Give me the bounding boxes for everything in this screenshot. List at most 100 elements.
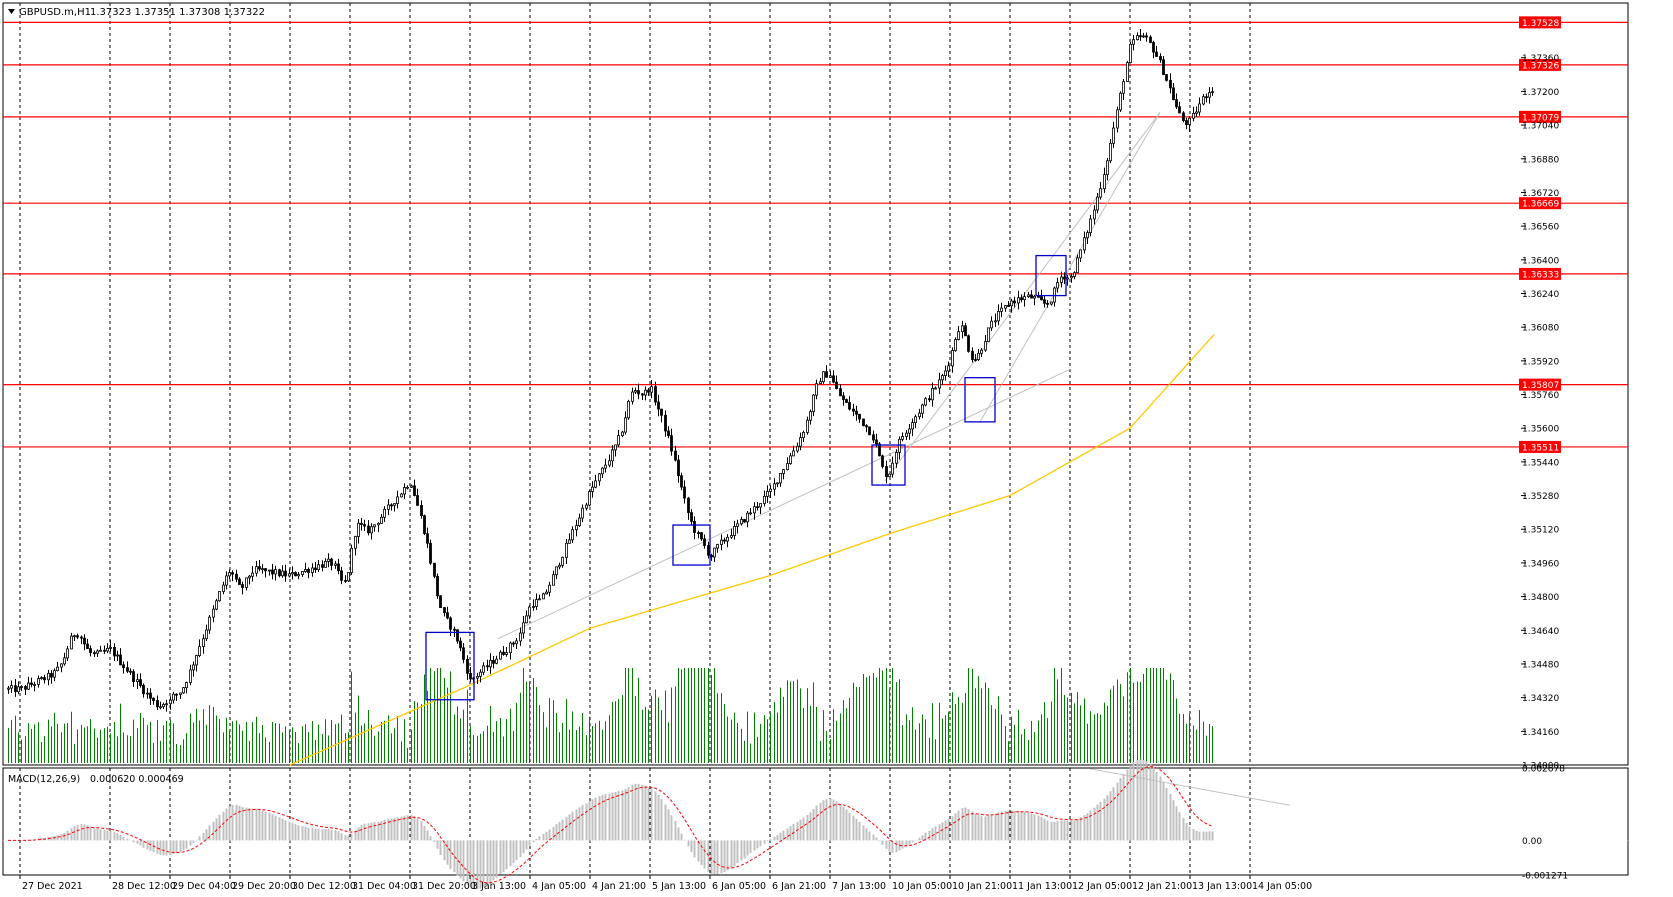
- candle-body: [17, 686, 20, 693]
- time-label: 4 Jan 05:00: [532, 881, 586, 892]
- candle-body: [370, 526, 373, 534]
- time-label: 27 Dec 2021: [22, 881, 83, 892]
- candle-body: [525, 615, 528, 624]
- candle-body: [964, 325, 967, 337]
- candle-body: [918, 412, 921, 418]
- highlight-box[interactable]: [1035, 254, 1067, 297]
- highlight-box[interactable]: [672, 524, 711, 566]
- candle-body: [27, 682, 30, 690]
- candle-body: [215, 600, 218, 610]
- trendline[interactable]: [884, 112, 1161, 482]
- highlight-box[interactable]: [964, 377, 996, 423]
- candle-body: [129, 670, 132, 673]
- highlight-boxes[interactable]: [425, 254, 1067, 701]
- candle-body: [76, 635, 79, 638]
- time-label: 7 Jan 13:00: [832, 881, 886, 892]
- level-label: 1.37528: [1522, 19, 1559, 29]
- candle-body: [951, 350, 954, 367]
- candle-body: [891, 462, 894, 475]
- time-label: 6 Jan 21:00: [772, 881, 826, 892]
- price-label: 1.34960: [1522, 559, 1559, 569]
- candle-body: [47, 672, 50, 681]
- candle-body: [363, 524, 366, 527]
- candle-body: [50, 672, 53, 678]
- candle-body: [848, 402, 851, 410]
- candle-body: [37, 678, 40, 685]
- candle-body: [535, 599, 538, 607]
- candle-body: [1185, 120, 1188, 125]
- macd-panel-frame: [2, 767, 1629, 876]
- candle-body: [231, 572, 234, 575]
- candle-body: [1020, 297, 1023, 300]
- candle-body: [1122, 81, 1125, 94]
- candle-body: [436, 575, 439, 597]
- triangle-down-icon[interactable]: [8, 9, 15, 14]
- candle-body: [1050, 301, 1053, 305]
- candle-body: [208, 616, 211, 631]
- price-label: 1.37040: [1522, 122, 1559, 132]
- candle-body: [294, 572, 297, 577]
- candle-body: [773, 483, 776, 490]
- candle-body: [212, 608, 215, 618]
- candle-body: [122, 664, 125, 669]
- candle-body: [1089, 218, 1092, 233]
- candle-body: [598, 473, 601, 482]
- candle-body: [261, 568, 264, 570]
- highlight-box[interactable]: [425, 631, 475, 701]
- candle-body: [96, 650, 99, 654]
- candle-body: [934, 387, 937, 390]
- candle-body: [60, 663, 63, 668]
- candle-body: [519, 632, 522, 642]
- candle-body: [1023, 296, 1026, 300]
- candle-body: [377, 522, 380, 526]
- candle-body: [1103, 174, 1106, 190]
- candle-body: [839, 388, 842, 397]
- trendline[interactable]: [497, 368, 1071, 640]
- candle-body: [109, 647, 112, 649]
- candle-body: [707, 545, 710, 556]
- candle-body: [446, 612, 449, 619]
- candlesticks: [7, 28, 1214, 712]
- candle-body: [617, 435, 620, 446]
- candle-body: [248, 575, 251, 579]
- candle-body: [825, 371, 828, 378]
- candle-body: [1188, 117, 1191, 125]
- candle-body: [202, 638, 205, 648]
- candle-body: [872, 434, 875, 441]
- candle-body: [245, 577, 248, 588]
- candle-body: [627, 400, 630, 419]
- candle-body: [509, 642, 512, 653]
- candle-body: [693, 520, 696, 533]
- candle-body: [495, 658, 498, 664]
- candle-body: [264, 568, 267, 572]
- candle-body: [624, 417, 627, 433]
- candle-body: [779, 473, 782, 484]
- macd-label: MACD(12,26,9): [8, 774, 80, 785]
- candle-body: [555, 566, 558, 576]
- candle-body: [875, 439, 878, 445]
- candle-body: [251, 572, 254, 577]
- candle-body: [908, 428, 911, 434]
- candle-body: [80, 636, 83, 639]
- trendline[interactable]: [979, 112, 1161, 423]
- symbol-label: GBPUSD.m,H1: [19, 7, 91, 18]
- candle-body: [842, 395, 845, 400]
- candle-body: [1040, 296, 1043, 301]
- macd-axis: 0.002678 0.00 -0.001271: [1522, 765, 1568, 882]
- candle-body: [730, 535, 733, 538]
- candle-body: [113, 647, 116, 657]
- highlight-box[interactable]: [871, 444, 906, 486]
- price-label: 1.36400: [1522, 256, 1559, 266]
- horizontal-levels: 1.37528 1.37326 1.37079 1.36669 1.36333 1.358…: [3, 16, 1628, 453]
- candle-body: [928, 398, 931, 401]
- candle-body: [575, 525, 578, 531]
- candle-body: [1211, 91, 1214, 93]
- candle-body: [594, 480, 597, 488]
- candle-body: [195, 655, 198, 666]
- level-label-bg: [1519, 16, 1561, 29]
- candle-body: [40, 677, 43, 680]
- candle-body: [947, 365, 950, 372]
- candle-body: [103, 649, 106, 652]
- trendlines: [497, 112, 1291, 806]
